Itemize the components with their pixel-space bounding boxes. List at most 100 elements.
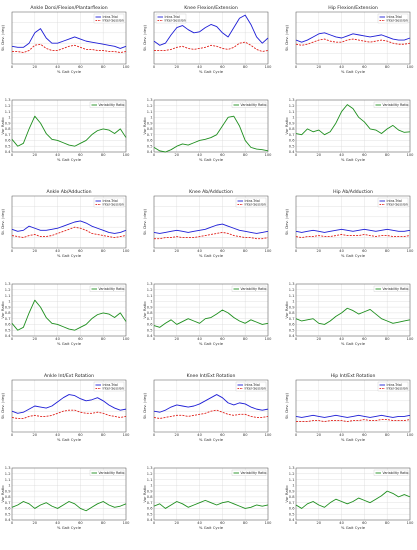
subplot-4: 0 20 40 60 80 100 0.4 0.50.6 0.7 0.8 0.91 1.1 1.2 1.3… bbox=[0, 98, 130, 162]
x-tick-label: 20 bbox=[33, 433, 38, 437]
x-axis-label: % Gait Cycle bbox=[57, 253, 82, 258]
subplot-title: Hip Ab/Adduction bbox=[333, 189, 373, 195]
x-tick-label: 0 bbox=[11, 521, 14, 525]
subplot-14: Knee Int/Ext Rotation 0 20 40 60 80 100 % Gait … bbox=[142, 373, 272, 442]
subplot-10: 0 20 40 60 80 100 0.4 0.50.6 0.7 0.8 0.91 1.1 1.2 1.3… bbox=[0, 282, 130, 346]
y-tick-label: 1.1 bbox=[5, 294, 11, 298]
x-tick-label: 20 bbox=[317, 521, 322, 525]
series-line-intra-trial bbox=[153, 394, 269, 413]
x-tick-label: 100 bbox=[265, 65, 273, 69]
y-tick-label: 0.8 bbox=[5, 311, 11, 315]
x-tick-label: 20 bbox=[33, 337, 38, 341]
y-tick-label: 1.2 bbox=[289, 288, 295, 292]
x-tick-label: 20 bbox=[317, 337, 322, 341]
y-tick-label: 1.3 bbox=[147, 466, 153, 470]
x-tick-label: 0 bbox=[295, 433, 298, 437]
axes-frame bbox=[295, 195, 411, 249]
legend: Variability Ratio bbox=[231, 469, 266, 476]
y-axis-label: St. Dev. (deg) bbox=[0, 208, 5, 235]
legend-label: Variability Ratio bbox=[383, 103, 409, 107]
x-tick-label: 0 bbox=[153, 153, 156, 157]
series-line-intra-trial bbox=[153, 14, 269, 46]
y-tick-label: 1.1 bbox=[147, 478, 153, 482]
legend-label: Inter-Session bbox=[245, 203, 266, 207]
x-tick-label: 80 bbox=[385, 337, 390, 341]
x-tick-label: 100 bbox=[407, 433, 415, 437]
x-tick-label: 40 bbox=[339, 433, 344, 437]
y-tick-label: 1.2 bbox=[147, 104, 153, 108]
x-tick-label: 80 bbox=[101, 521, 106, 525]
x-tick-label: 0 bbox=[153, 249, 156, 253]
legend-label: Variability Ratio bbox=[99, 471, 125, 475]
series-line-inter-session bbox=[154, 41, 269, 52]
x-tick-label: 20 bbox=[175, 521, 180, 525]
y-tick-label: 0.4 bbox=[147, 518, 153, 522]
x-tick-label: 60 bbox=[78, 521, 83, 525]
y-tick-label: 0.8 bbox=[147, 311, 153, 315]
y-tick-label: 1.1 bbox=[5, 478, 11, 482]
x-tick-label: 60 bbox=[78, 153, 83, 157]
y-tick-label: 0.5 bbox=[147, 328, 153, 332]
x-tick-label: 80 bbox=[385, 249, 390, 253]
x-tick-label: 100 bbox=[123, 433, 131, 437]
x-axis-label: % Gait Cycle bbox=[57, 341, 82, 346]
legend-box bbox=[231, 101, 267, 108]
x-axis-label: % Gait Cycle bbox=[341, 253, 366, 258]
legend-label: Variability Ratio bbox=[383, 471, 409, 475]
x-axis-label: % Gait Cycle bbox=[341, 341, 366, 346]
legend-box bbox=[89, 101, 125, 108]
y-tick-label: 0.7 bbox=[147, 133, 153, 137]
x-tick-label: 20 bbox=[175, 337, 180, 341]
series-line-variability-ratio bbox=[295, 490, 411, 509]
subplot-16: 0 20 40 60 80 100 0.4 0.50.6 0.7 0.8 0.91 1.1 1.2 1.3… bbox=[0, 466, 130, 530]
x-tick-label: 80 bbox=[243, 521, 248, 525]
y-tick-label: 0.5 bbox=[5, 144, 11, 148]
subplot-5: 0 20 40 60 80 100 0.4 0.50.6 0.7 0.8 0.91 1.1 1.2 1.3… bbox=[142, 98, 272, 162]
y-axis-label: St. Dev. (deg) bbox=[142, 392, 147, 419]
subplot-12: 0 20 40 60 80 100 0.4 0.50.6 0.7 0.8 0.91 1.1 1.2 1.3… bbox=[284, 282, 414, 346]
subplot-title: Hip Flexion/Extension bbox=[328, 5, 378, 11]
legend-label: Intra-Trial bbox=[387, 199, 402, 203]
y-tick-label: 1.2 bbox=[147, 288, 153, 292]
y-axis-label: St. Dev. (deg) bbox=[142, 208, 147, 235]
x-tick-label: 40 bbox=[197, 521, 202, 525]
legend-label: Intra-Trial bbox=[103, 383, 118, 387]
series-line-inter-session bbox=[153, 409, 269, 419]
y-tick-label: 1.1 bbox=[289, 294, 295, 298]
legend-label: Inter-Session bbox=[387, 203, 408, 207]
y-tick-label: 1 bbox=[8, 484, 10, 488]
axes-frame bbox=[153, 379, 269, 433]
axes-frame bbox=[153, 467, 269, 521]
legend-box bbox=[93, 381, 125, 392]
legend-label: Inter-Session bbox=[387, 387, 408, 391]
y-tick-label: 0.7 bbox=[289, 501, 295, 505]
y-tick-label: 0.6 bbox=[147, 139, 153, 143]
legend-box bbox=[155, 13, 187, 24]
x-tick-label: 80 bbox=[243, 337, 248, 341]
x-tick-label: 100 bbox=[265, 337, 273, 341]
x-tick-label: 0 bbox=[11, 433, 14, 437]
series-line-inter-session bbox=[295, 38, 411, 46]
x-tick-label: 20 bbox=[33, 65, 38, 69]
legend-box bbox=[373, 101, 409, 108]
subplot-6: 0 20 40 60 80 100 0.4 0.50.6 0.7 0.8 0.91 1.1 1.2 1.3… bbox=[284, 98, 414, 162]
x-tick-label: 100 bbox=[123, 521, 131, 525]
series-line-variability-ratio bbox=[11, 115, 127, 147]
legend-label: Inter-Session bbox=[387, 19, 408, 23]
y-tick-label: 0.7 bbox=[5, 133, 11, 137]
legend-label: Variability Ratio bbox=[99, 103, 125, 107]
y-tick-label: 0.7 bbox=[147, 501, 153, 505]
legend-label: Variability Ratio bbox=[241, 103, 267, 107]
x-tick-label: 0 bbox=[11, 249, 14, 253]
subplot-1: Ankle Dorsi/Flexion/Plantarflexion 0 20 40 6… bbox=[0, 5, 130, 74]
y-tick-label: 1.3 bbox=[289, 98, 295, 102]
y-tick-label: 0.9 bbox=[147, 121, 153, 125]
y-tick-label: 0.6 bbox=[289, 139, 295, 143]
y-tick-label: 0.6 bbox=[147, 323, 153, 327]
y-tick-label: 1.2 bbox=[147, 472, 153, 476]
y-tick-label: 1.1 bbox=[147, 294, 153, 298]
x-tick-label: 60 bbox=[78, 337, 83, 341]
